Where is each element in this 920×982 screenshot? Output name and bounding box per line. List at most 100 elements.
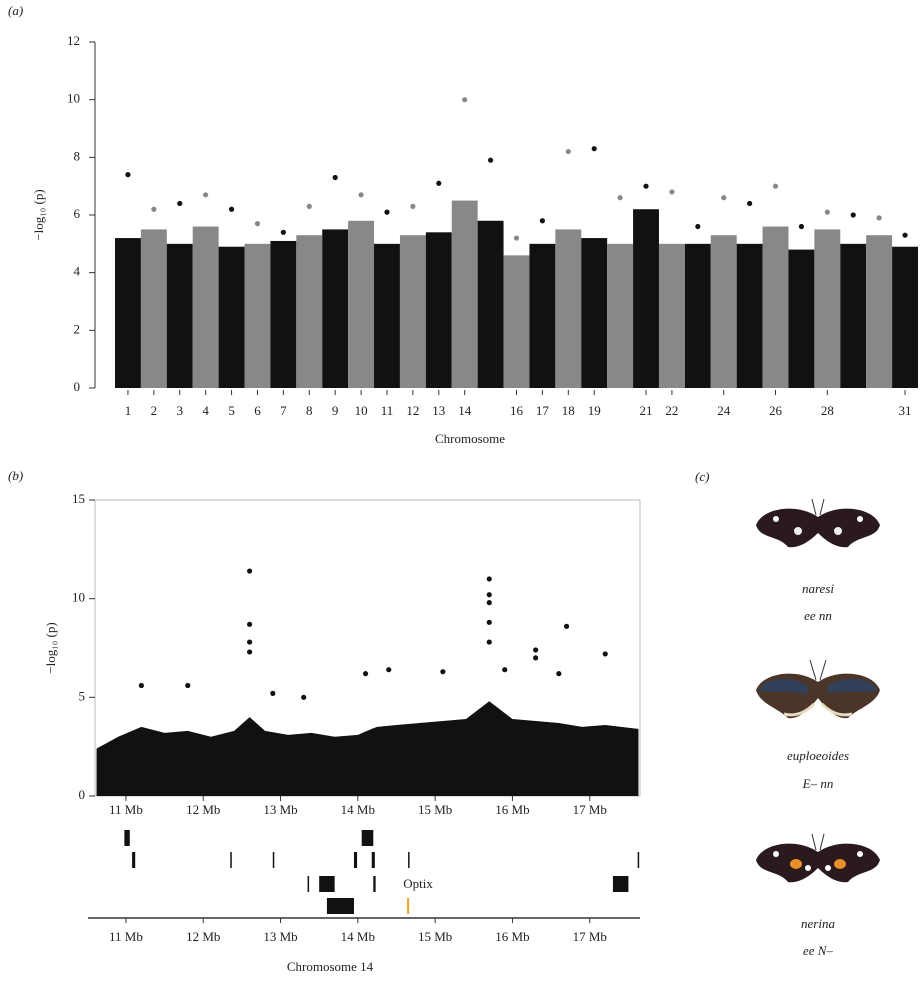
bulk-column: [892, 246, 918, 388]
peak-point: [247, 639, 253, 645]
x-tick-label: 10: [355, 403, 368, 418]
x-tick-label: 21: [640, 403, 653, 418]
peak-point: [747, 200, 753, 207]
x-tick-label: 17 Mb: [573, 929, 607, 944]
x-tick-label: 17 Mb: [573, 802, 607, 817]
x-tick-label: 28: [821, 403, 834, 418]
x-tick-label: 12: [406, 403, 419, 418]
gene: [124, 830, 130, 846]
peak-point: [591, 146, 597, 152]
y-tick-label: 12: [67, 33, 80, 48]
peak-point: [669, 189, 675, 195]
x-tick-label: 12 Mb: [186, 929, 220, 944]
peak-point: [876, 215, 882, 221]
peak-point: [280, 229, 286, 235]
x-tick-label: 11: [381, 403, 394, 418]
bulk-column: [348, 220, 375, 388]
y-axis-title: −log₁₀ (p): [31, 189, 46, 240]
peak-point: [384, 209, 390, 215]
gene: [353, 852, 358, 868]
peak-point: [247, 621, 253, 627]
peak-point: [721, 195, 727, 201]
morph-genotype: E– nn: [802, 776, 834, 791]
panel-label: (a): [8, 3, 23, 18]
peak-point: [410, 203, 416, 209]
peak-point: [695, 223, 701, 230]
bulk-column: [244, 243, 271, 388]
y-axis-title: −log₁₀ (p): [43, 622, 58, 673]
gene-label: Optix: [403, 876, 433, 891]
bulk-column: [166, 243, 193, 388]
gene: [326, 898, 354, 914]
morph-name: nerina: [801, 916, 835, 931]
y-tick-label: 5: [79, 688, 86, 703]
bulk-column: [710, 235, 737, 388]
bulk-column: [140, 229, 167, 388]
x-tick-label: 31: [899, 403, 912, 418]
gene-highlight: [407, 898, 410, 914]
peak-point: [533, 647, 539, 653]
x-tick-label: 13 Mb: [263, 802, 297, 817]
bulk-column: [218, 246, 245, 388]
peak-point: [254, 221, 261, 227]
peak-point: [151, 206, 157, 212]
x-tick-label: 14 Mb: [341, 929, 375, 944]
peak-point: [462, 97, 468, 103]
x-axis-title: Chromosome: [435, 431, 505, 446]
x-tick-label: 11 Mb: [109, 929, 143, 944]
x-tick-label: 3: [177, 403, 184, 418]
peak-point: [643, 183, 649, 189]
peak-point: [301, 694, 307, 700]
bulk-column: [296, 235, 323, 388]
x-tick-label: 26: [769, 403, 783, 418]
x-tick-label: 13: [432, 403, 445, 418]
butterflies: [756, 498, 880, 883]
y-tick-label: 4: [74, 264, 81, 279]
butterfly: [756, 498, 880, 548]
peak-point: [502, 667, 508, 673]
peak-point: [228, 206, 235, 212]
morph-name: naresi: [802, 581, 834, 596]
peak-point: [358, 192, 364, 198]
bulk-column: [658, 243, 685, 388]
peak-point: [772, 183, 779, 189]
bulk-column: [581, 238, 608, 388]
bulk-column: [555, 229, 582, 388]
y-tick-label: 15: [72, 491, 85, 506]
x-tick-label: 13 Mb: [263, 929, 297, 944]
morph-name: euploeoides: [787, 748, 849, 763]
bulk-column: [477, 220, 504, 388]
bulk-column: [425, 232, 452, 388]
panel-label: (b): [8, 468, 23, 483]
bulk-column: [503, 255, 530, 388]
morph-genotype: ee N–: [803, 943, 833, 958]
x-tick-label: 14 Mb: [341, 802, 375, 817]
x-tick-label: 16 Mb: [495, 802, 529, 817]
bulk-column: [115, 238, 141, 388]
y-tick-label: 6: [74, 206, 81, 221]
peak-point: [486, 639, 492, 645]
x-tick-label: 24: [717, 403, 731, 418]
y-tick-label: 0: [79, 787, 86, 802]
peak-point: [565, 148, 571, 155]
peak-point: [486, 576, 492, 582]
x-tick-label: 16: [510, 403, 524, 418]
gene: [319, 876, 335, 892]
peak-point: [798, 223, 805, 230]
peak-point: [486, 592, 492, 598]
x-tick-label: 1: [125, 403, 132, 418]
peak-point: [824, 209, 830, 215]
peak-point: [203, 192, 209, 198]
bulk-column: [529, 243, 556, 388]
x-tick-label: 18: [562, 403, 575, 418]
density-area: [96, 701, 639, 796]
x-tick-label: 2: [151, 403, 158, 418]
peak-point: [617, 195, 623, 201]
panel-label: (c): [695, 469, 709, 484]
bulk-column: [866, 235, 893, 388]
peak-point: [306, 203, 312, 209]
peak-point: [247, 649, 253, 655]
peak-point: [556, 671, 562, 677]
bulk-column: [788, 249, 815, 388]
bulk-column: [374, 243, 400, 388]
